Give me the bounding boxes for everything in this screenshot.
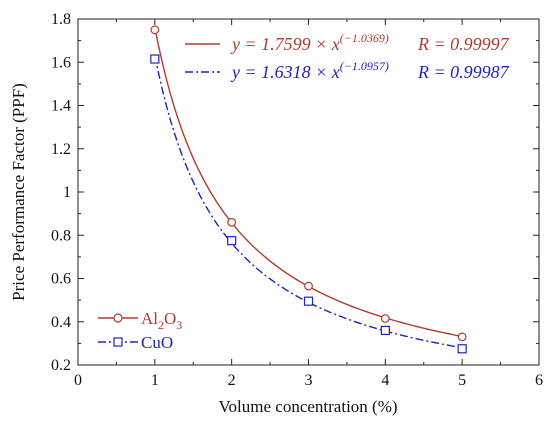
fit-curve-1 (154, 55, 463, 349)
data-point-0 (227, 217, 237, 227)
data-point-1 (457, 344, 467, 354)
data-markers (150, 25, 467, 354)
x-tick-label: 5 (458, 372, 466, 389)
y-tick-label: 1.6 (51, 54, 71, 71)
x-tick-label: 4 (381, 372, 389, 389)
fit-equations: y = 1.7599 × x(−1.0369) R = 0.99997 y = … (185, 31, 510, 82)
data-point-1 (150, 54, 160, 64)
legend-label-cuo: CuO (141, 333, 173, 352)
y-tick-label: 1.2 (51, 141, 71, 158)
legend-label-al2o3: Al2O3 (141, 309, 182, 332)
data-point-0 (304, 281, 313, 291)
x-tick-label: 3 (305, 372, 313, 389)
x-tick-label: 1 (151, 372, 159, 389)
y-axis-label: Price Performance Factor (PPF) (9, 83, 28, 301)
data-point-1 (380, 325, 390, 335)
eq-cuo-exp: (−1.0957) (340, 59, 389, 73)
data-point-0 (150, 25, 160, 35)
y-tick-label: 1 (63, 184, 71, 201)
x-tick-label: 0 (74, 372, 82, 389)
data-point-0 (380, 314, 390, 323)
eq-cuo-r: R = 0.99987 (417, 62, 510, 82)
legend-marker-al2o3 (113, 313, 123, 323)
y-tick-label: 0.2 (51, 357, 71, 374)
eq-al2o3-r: R = 0.99997 (417, 34, 510, 54)
eq-cuo-main: y = 1.6318 × x (230, 62, 340, 82)
y-tick-label: 1.8 (51, 11, 71, 28)
legend-marker-cuo (113, 337, 123, 347)
y-tick-label: 1.4 (51, 98, 71, 115)
axis-tick-labels: 0 1 2 3 4 5 6 0.2 0.4 0.6 0.8 1 1.2 1.4 1.6 1.8 (51, 11, 543, 389)
eq-al2o3-main: y = 1.7599 × x (230, 34, 340, 54)
x-tick-label: 6 (535, 372, 543, 389)
y-tick-label: 0.8 (51, 227, 71, 244)
x-axis-label: Volume concentration (%) (218, 397, 397, 416)
eq-cuo: y = 1.6318 × x(−1.0957) (230, 59, 389, 82)
data-point-0 (457, 332, 467, 342)
y-tick-label: 0.6 (51, 271, 71, 288)
legend: Al2O3 CuO (98, 309, 182, 352)
x-tick-label: 2 (228, 372, 236, 389)
data-point-1 (227, 236, 237, 246)
data-point-1 (303, 296, 314, 306)
axis-ticks (77, 18, 540, 366)
eq-al2o3-exp: (−1.0369) (340, 31, 389, 45)
y-tick-label: 0.4 (51, 314, 71, 331)
eq-al2o3: y = 1.7599 × x(−1.0369) (230, 31, 389, 54)
